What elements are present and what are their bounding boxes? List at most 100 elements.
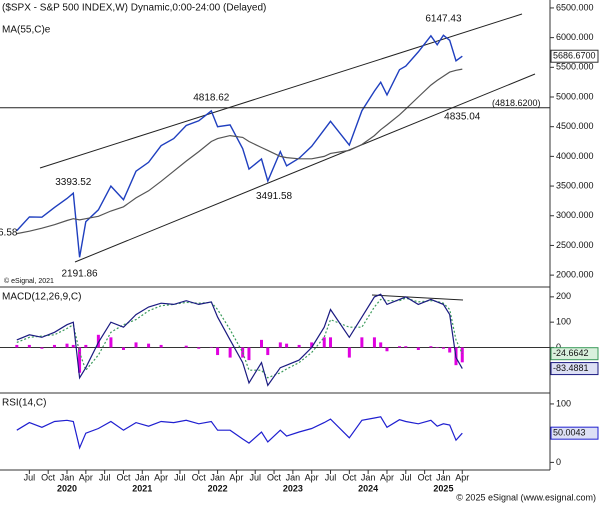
y-tick-label: 0 (556, 457, 561, 467)
x-tick-label: Oct (418, 472, 433, 482)
last-value-box (550, 362, 599, 376)
x-tick-label: Oct (41, 472, 56, 482)
x-tick-label: Oct (116, 472, 131, 482)
histogram-bar (15, 344, 19, 348)
y-tick-label: 5000.000 (556, 91, 594, 101)
histogram-bar (147, 343, 151, 348)
y-tick-label: 2000.000 (556, 270, 594, 280)
x-tick-label: Apr (229, 472, 243, 482)
price-annotation: 6.58 (0, 228, 18, 239)
y-tick-label: 5500.000 (556, 62, 594, 72)
histogram-bar (197, 347, 201, 349)
price-annotation: 3491.58 (256, 191, 293, 202)
channel-line (39, 13, 523, 169)
x-year-label: 2020 (57, 483, 77, 493)
x-year-label: 2025 (433, 483, 453, 493)
x-year-label: 2024 (358, 483, 378, 493)
series-line (16, 297, 463, 379)
histogram-bar (385, 347, 389, 352)
histogram-bar (216, 347, 220, 356)
y-tick-label: 6000.000 (556, 32, 594, 42)
histogram-bar (448, 347, 452, 353)
x-tick-label: Oct (192, 472, 207, 482)
histogram-bar (322, 337, 326, 348)
histogram-bar (360, 337, 364, 348)
y-tick-label: 100 (556, 398, 571, 408)
histogram-bar (347, 347, 351, 358)
channel-line (74, 73, 536, 263)
x-tick-label: Jan (436, 472, 451, 482)
histogram-bar (329, 337, 333, 348)
series-line (16, 416, 463, 450)
price-annotation: 4835.04 (444, 111, 481, 122)
histogram-bar (379, 342, 383, 348)
last-value-box (550, 347, 599, 361)
histogram-bar (435, 347, 439, 348)
watermark: © eSignal, 2021 (4, 277, 54, 285)
x-tick-label: Jul (99, 472, 111, 482)
x-tick-label: Apr (380, 472, 394, 482)
x-tick-label: Jul (400, 472, 412, 482)
histogram-bar (241, 347, 245, 358)
y-tick-label: 4500.000 (556, 121, 594, 131)
last-value-label: -83.4881 (553, 363, 589, 373)
histogram-bar (260, 339, 263, 348)
x-tick-label: Oct (267, 472, 282, 482)
x-tick-label: Jan (135, 472, 150, 482)
histogram-bar (285, 343, 289, 348)
level-label: (4818.6200) (492, 98, 541, 108)
histogram-bar (121, 347, 125, 350)
histogram-bar (429, 346, 433, 348)
histogram-bar (247, 347, 251, 361)
histogram-bar (278, 342, 282, 348)
x-year-label: 2022 (208, 483, 228, 493)
histogram-bar (297, 344, 301, 348)
x-year-label: 2021 (132, 483, 152, 493)
y-tick-label: 100 (556, 317, 571, 327)
x-tick-label: Jan (60, 472, 75, 482)
histogram-bar (52, 344, 56, 348)
histogram-bar (310, 342, 314, 348)
histogram-bar (40, 347, 44, 349)
y-tick-label: 3500.000 (556, 180, 594, 190)
histogram-bar (109, 337, 113, 348)
series-line (16, 293, 463, 387)
last-value-label: 5686.6700 (553, 51, 596, 61)
last-value-box (550, 49, 599, 63)
y-tick-label: 3000.000 (556, 210, 594, 220)
x-tick-label: Jul (325, 472, 337, 482)
histogram-bar (71, 344, 75, 348)
price-annotation: 4818.62 (193, 92, 230, 103)
histogram-bar (416, 347, 420, 350)
histogram-bar (404, 346, 408, 348)
last-value-label: -24.6642 (553, 348, 589, 358)
histogram-bar (398, 346, 402, 348)
x-tick-label: Apr (305, 472, 319, 482)
x-tick-label: Jul (174, 472, 186, 482)
price-annotation: 6147.43 (425, 14, 462, 25)
y-tick-label: 200 (556, 291, 571, 301)
histogram-bar (460, 347, 464, 363)
histogram-bar (209, 346, 213, 348)
x-tick-label: Jan (210, 472, 225, 482)
histogram-bar (441, 347, 445, 349)
chart-title: ($SPX - S&P 500 INDEX,W) Dynamic,0:00-24… (2, 3, 266, 14)
histogram-bar (96, 334, 100, 348)
series-line (16, 34, 463, 258)
panel-title: MACD(12,26,9,C) (2, 292, 81, 303)
histogram-bar (372, 337, 376, 348)
histogram-bar (159, 344, 163, 348)
y-tick-label: 6500.000 (556, 2, 594, 12)
y-tick-label: 4000.000 (556, 151, 594, 161)
histogram-bar (266, 347, 270, 356)
histogram-bar (134, 342, 138, 348)
legend-entry: MA(55,C)e (2, 25, 51, 36)
trend-line (371, 294, 464, 301)
histogram-bar (184, 345, 188, 348)
footer: © 2025 eSignal (www.esignal.com) (456, 492, 596, 502)
last-value-box (550, 426, 599, 440)
x-tick-label: Apr (154, 472, 168, 482)
histogram-bar (228, 347, 232, 358)
last-value-label: 50.0043 (553, 428, 586, 438)
